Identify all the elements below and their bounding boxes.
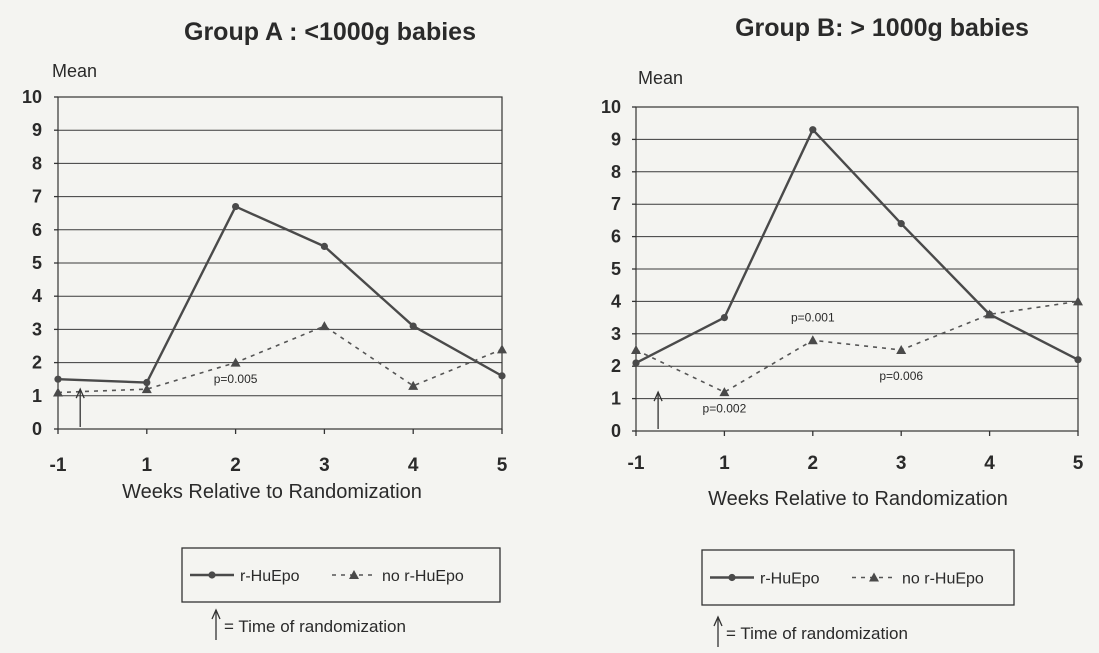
- x-tick-label: 3: [319, 455, 330, 476]
- x-tick-label: 2: [808, 453, 819, 474]
- data-point-r-huepo: [809, 126, 817, 134]
- legend-randomization-arrow-head: [713, 615, 723, 627]
- y-tick-label: 1: [32, 386, 42, 406]
- series-line-r-huepo: [635, 128, 1079, 365]
- x-tick-label: 5: [497, 455, 508, 476]
- plot-area: [57, 96, 503, 430]
- x-tick-label: 4: [984, 453, 995, 474]
- legend-marker-no-r-huepo: [869, 572, 879, 582]
- y-tick-label: 0: [611, 421, 621, 441]
- x-axis-label: Weeks Relative to Randomization: [708, 488, 1008, 510]
- y-tick-label: 5: [611, 259, 621, 279]
- x-tick-label: 1: [719, 453, 730, 474]
- series-line-no-r-huepo: [57, 325, 503, 394]
- legend-label-no-r-huepo: no r-HuEpo: [382, 568, 464, 585]
- y-tick-label: 10: [22, 87, 42, 107]
- data-point-no-r-huepo: [1073, 296, 1083, 306]
- randomization-note: = Time of randomization: [726, 624, 908, 643]
- x-axis-label: Weeks Relative to Randomization: [122, 481, 422, 503]
- y-tick-label: 4: [32, 286, 42, 306]
- data-point-r-huepo: [632, 359, 640, 367]
- chart-title: Group A : <1000g babies: [184, 18, 476, 46]
- chart-group-a: Group A : <1000g babies Mean 0 1 2 3 4 5 6 7 8 9 10 -…: [22, 18, 508, 640]
- data-point-r-huepo: [1074, 356, 1082, 364]
- data-point-r-huepo: [54, 375, 62, 383]
- data-point-r-huepo: [232, 202, 240, 211]
- x-tick-label: 2: [230, 455, 241, 476]
- y-tick-label: 8: [611, 162, 621, 182]
- y-tick-label: 2: [32, 353, 42, 373]
- p-value-annotation: p=0.006: [879, 369, 923, 383]
- legend-randomization-arrow-head: [211, 608, 221, 620]
- p-value-annotation: p=0.005: [214, 372, 258, 386]
- data-point-r-huepo: [409, 322, 417, 330]
- legend-marker-r-huepo: [728, 573, 736, 582]
- y-tick-label: 6: [32, 220, 42, 240]
- x-tick-label: 1: [142, 455, 153, 476]
- randomization-arrow-head: [75, 387, 85, 399]
- y-tick-label: 7: [32, 187, 42, 207]
- data-point-r-huepo: [143, 378, 151, 387]
- data-point-no-r-huepo: [319, 321, 330, 331]
- legend-marker-no-r-huepo: [349, 570, 359, 579]
- p-value-annotation: p=0.001: [791, 311, 835, 325]
- x-tick-label: -1: [628, 453, 645, 474]
- data-point-no-r-huepo: [53, 387, 63, 397]
- y-tick-label: 2: [611, 356, 621, 376]
- legend-label-no-r-huepo: no r-HuEpo: [902, 571, 984, 588]
- chart-title: Group B: > 1000g babies: [735, 14, 1029, 42]
- y-axis-label: Mean: [52, 61, 97, 81]
- y-tick-label: 0: [32, 419, 42, 439]
- series-line-r-huepo: [57, 205, 503, 384]
- legend-box: [701, 549, 1015, 606]
- chart-group-b: Group B: > 1000g babies Mean 0 1 2 3 4 5 6 7 8 9 10 -…: [601, 14, 1084, 647]
- plot-area: [635, 106, 1079, 432]
- p-value-annotation: p=0.002: [703, 401, 747, 415]
- y-tick-label: 10: [601, 97, 621, 117]
- y-tick-label: 9: [611, 129, 621, 149]
- y-tick-label: 5: [32, 253, 42, 273]
- legend-label-r-huepo: r-HuEpo: [760, 571, 820, 588]
- y-tick-label: 9: [32, 120, 42, 140]
- data-point-r-huepo: [897, 220, 905, 228]
- data-point-no-r-huepo: [408, 380, 419, 390]
- data-point-r-huepo: [720, 314, 729, 322]
- data-point-no-r-huepo: [497, 344, 507, 354]
- randomization-arrow-head: [653, 390, 663, 402]
- data-point-no-r-huepo: [719, 387, 730, 397]
- data-point-no-r-huepo: [807, 335, 818, 345]
- data-point-r-huepo: [320, 242, 328, 250]
- y-tick-label: 3: [611, 324, 621, 344]
- y-axis-label: Mean: [638, 68, 683, 88]
- y-tick-label: 3: [32, 319, 42, 339]
- data-point-no-r-huepo: [896, 345, 907, 354]
- series-line-no-r-huepo: [635, 300, 1079, 394]
- y-tick-label: 4: [611, 291, 621, 311]
- y-tick-label: 6: [611, 227, 621, 247]
- x-tick-label: 3: [896, 453, 907, 474]
- data-point-no-r-huepo: [141, 384, 152, 394]
- randomization-note: = Time of randomization: [224, 617, 406, 636]
- x-tick-label: -1: [50, 455, 67, 476]
- data-point-no-r-huepo: [631, 345, 641, 354]
- x-tick-label: 5: [1073, 453, 1084, 474]
- legend-box: [181, 547, 501, 603]
- legend-label-r-huepo: r-HuEpo: [240, 568, 300, 585]
- data-point-r-huepo: [498, 372, 506, 380]
- y-tick-label: 7: [611, 194, 621, 214]
- y-tick-label: 8: [32, 153, 42, 173]
- legend-marker-r-huepo: [208, 571, 216, 579]
- y-tick-label: 1: [611, 389, 621, 409]
- data-point-no-r-huepo: [230, 357, 241, 367]
- x-tick-label: 4: [408, 455, 419, 476]
- data-point-no-r-huepo: [984, 309, 995, 319]
